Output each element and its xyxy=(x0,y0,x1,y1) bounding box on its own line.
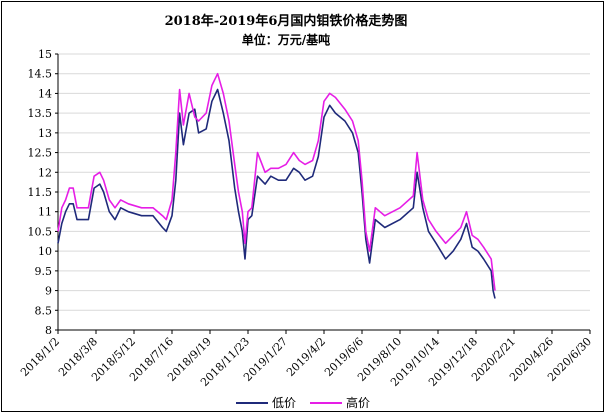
y-tick-label: 15 xyxy=(38,48,52,61)
series-lines xyxy=(57,72,496,299)
y-tick-label: 9.5 xyxy=(35,265,53,278)
y-tick-labels: 8 8.5 9 9.5 10 10.5 11 11.5 12 12.5 13 13.5 14 14.5 15 xyxy=(28,48,53,337)
chart-title: 2018年-2019年6月国内钼铁价格走势图 xyxy=(165,13,408,29)
grid-lines xyxy=(58,53,590,311)
y-tick-label: 10.5 xyxy=(28,225,53,238)
chart-subtitle: 单位：万元/基吨 xyxy=(242,32,330,47)
y-tick-label: 8 xyxy=(45,324,52,337)
x-tick-labels: 2018/1/22018/3/82018/5/122018/7/162018/9… xyxy=(18,335,594,389)
y-tick-label: 11 xyxy=(38,206,52,219)
axes xyxy=(55,53,591,334)
legend: 低价 高价 xyxy=(236,395,370,410)
legend-label: 高价 xyxy=(346,395,370,410)
y-tick-label: 12 xyxy=(38,166,52,179)
y-tick-label: 12.5 xyxy=(28,147,53,160)
y-tick-label: 14 xyxy=(38,87,52,100)
y-tick-label: 13 xyxy=(38,127,52,140)
series-line-高价 xyxy=(57,72,496,291)
x-tick-label: 2019/4/2 xyxy=(284,335,328,379)
y-tick-label: 14.5 xyxy=(28,68,53,81)
legend-label: 低价 xyxy=(272,396,296,410)
y-tick-label: 11.5 xyxy=(28,186,53,199)
x-tick-label: 2018/1/2 xyxy=(18,335,62,379)
y-tick-label: 10 xyxy=(38,245,52,258)
y-tick-label: 13.5 xyxy=(28,107,53,120)
series-line-低价 xyxy=(57,88,496,299)
y-tick-label: 8.5 xyxy=(35,304,53,317)
y-tick-label: 9 xyxy=(45,285,52,298)
